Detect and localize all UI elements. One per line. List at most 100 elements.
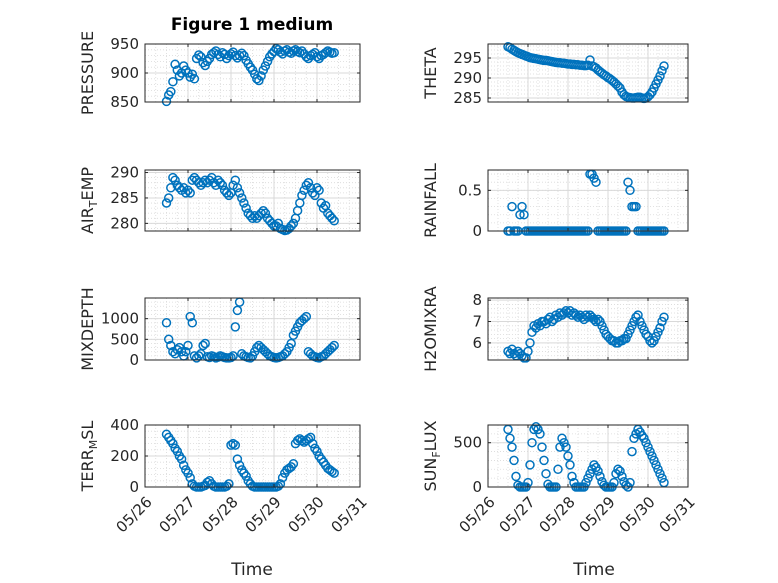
y-tick-label: 6 (472, 334, 482, 352)
mixdepth-data-point (163, 334, 174, 345)
figure-title: Figure 1 medium (171, 15, 333, 35)
terr-msl-data-point (234, 460, 245, 471)
air-temp-data-point (170, 175, 180, 185)
y-tick-label: 290 (453, 69, 482, 87)
sun-flux-data-point (511, 471, 521, 482)
sun-flux-data-point (617, 471, 627, 482)
mixdepth-data-point (301, 311, 312, 322)
h2omixra-data-point (583, 312, 593, 322)
sun-flux-data-point (649, 455, 659, 466)
air-temp-data-point (286, 221, 296, 231)
terr-msl-data-point (224, 479, 234, 489)
mixdepth-data-point (252, 342, 262, 353)
h2omixra-y-axis-label: H2OMIXRA (421, 286, 440, 372)
pressure-data-point (329, 47, 339, 58)
terr-msl-y-axis-label: TERRMSL (78, 421, 100, 493)
h2omixra-data-point (571, 310, 581, 320)
pressure-data-point (254, 75, 264, 86)
mixdepth-y-axis-label: MIXDEPTH (78, 287, 97, 370)
terr-msl-data-point (178, 460, 189, 471)
rainfall-subplot: 0 0.5 RAINFALL (421, 163, 689, 240)
air-temp-data-point (185, 188, 195, 198)
pressure-y-axis-label: PRESSURE (78, 31, 97, 115)
air-temp-data-point (327, 213, 337, 224)
pressure-data-point (168, 76, 178, 87)
sun-flux-data-point (539, 455, 549, 466)
air-temp-data-point (237, 193, 247, 203)
air-temp-data-point (239, 198, 249, 208)
sun-flux-data-point (585, 468, 595, 479)
sun-flux-data-point (593, 466, 603, 476)
sun-flux-data-point (537, 442, 547, 452)
sun-flux-data-point (651, 460, 661, 470)
theta-axes-box (487, 43, 689, 103)
sun-flux-data-point (567, 471, 577, 482)
sun-flux-data-point (653, 464, 663, 475)
sun-flux-axes-box (487, 424, 689, 488)
h2omixra-data-point (659, 312, 669, 322)
sun-flux-data-point (505, 433, 515, 444)
terr-msl-data-point (176, 454, 187, 464)
terr-msl-data-point (277, 472, 288, 483)
terr-msl-data-point (232, 454, 243, 464)
sun-flux-data-point (583, 473, 593, 483)
terr-msl-data-point (183, 468, 193, 478)
pressure-data-point (161, 96, 172, 107)
mixdepth-data-point (185, 311, 195, 322)
sun-flux-data-point (557, 433, 567, 444)
terr-msl-data-point (288, 459, 299, 469)
terr-msl-data-point (228, 438, 238, 449)
air-temp-data-point (260, 208, 271, 218)
theta-data-point (655, 71, 665, 81)
sun-flux-data-point (645, 446, 655, 457)
theta-data-point (657, 66, 667, 76)
air-temp-data-point (174, 183, 185, 193)
terr-msl-data-point (307, 438, 318, 449)
air-temp-data-point (305, 183, 316, 193)
terr-msl-data-point (312, 446, 322, 457)
y-tick-label: 295 (453, 49, 482, 67)
h2omixra-data-point (655, 323, 665, 333)
terr-msl-data-point (241, 471, 251, 481)
sun-flux-data-point (535, 429, 545, 439)
y-tick-label: 200 (110, 447, 139, 465)
sun-flux-data-point (657, 473, 667, 483)
terr-msl-data-point (230, 440, 241, 450)
mixdepth-data-point (183, 340, 193, 351)
y-tick-label: 850 (110, 93, 139, 111)
mixdepth-data-point (286, 338, 296, 349)
sun-flux-data-point (639, 433, 649, 444)
pressure-data-point (213, 49, 223, 60)
x-axis-label-right: Time (572, 560, 615, 580)
terr-msl-data-point (327, 466, 337, 477)
y-tick-label: 285 (453, 89, 482, 107)
pressure-data-point (234, 50, 245, 61)
air-temp-data-point (234, 188, 245, 198)
air-temp-subplot: 280 285 290 AIRTEMP (78, 164, 361, 236)
y-tick-label: 7 (472, 313, 482, 331)
air-temp-data-point (329, 216, 339, 226)
air-temp-data-point (224, 190, 234, 201)
terr-msl-data-point (297, 435, 307, 446)
mixdepth-data-point (226, 352, 236, 363)
sun-flux-data-point (595, 471, 605, 482)
mixdepth-data-point (200, 338, 210, 349)
y-tick-label: 400 (110, 416, 139, 434)
air-temp-data-point (232, 183, 243, 193)
pressure-data-point (194, 50, 204, 60)
rainfall-axes-box (487, 169, 689, 232)
air-temp-data-point (288, 218, 299, 229)
sun-flux-data-point (525, 460, 535, 470)
theta-data-point (583, 60, 593, 70)
sun-flux-data-point (647, 451, 657, 461)
y-tick-label: 0 (472, 222, 482, 240)
sun-flux-y-axis-label: SUNFLUX (421, 420, 443, 491)
sun-flux-data-point (565, 460, 575, 470)
sun-flux-data-point (531, 422, 541, 432)
air-temp-data-point (181, 188, 191, 198)
terr-msl-data-point (185, 472, 195, 483)
terr-msl-data-point (329, 468, 339, 478)
y-tick-label: 285 (110, 189, 139, 207)
terr-msl-data-point (305, 432, 316, 443)
